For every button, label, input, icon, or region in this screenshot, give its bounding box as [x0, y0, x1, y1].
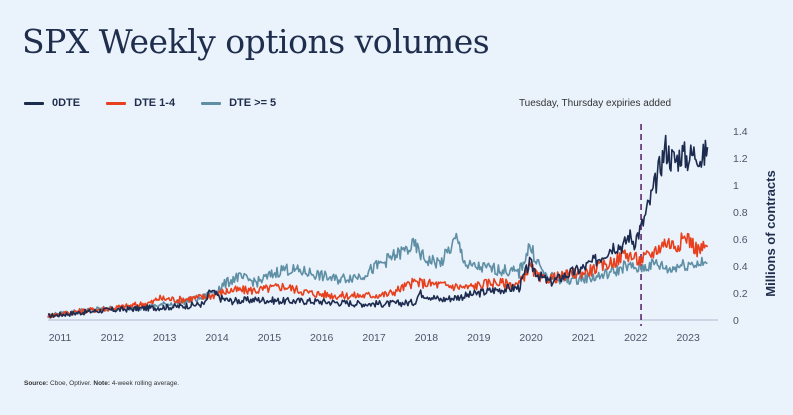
series-line-dte-5 — [47, 232, 708, 318]
x-tick-label: 2015 — [258, 332, 282, 344]
footnote-note-label: Note: — [93, 380, 110, 387]
annotation-text: Tuesday, Thursday expiries added — [519, 98, 671, 109]
x-tick-label: 2016 — [310, 332, 334, 344]
series-line-0dte — [47, 134, 709, 319]
footnote-source-text: Cboe, Optiver. — [50, 380, 92, 387]
x-tick-label: 2018 — [415, 332, 439, 344]
y-tick-label: 1 — [733, 180, 739, 192]
chart-title: SPX Weekly options volumes — [22, 22, 490, 61]
footnote-source-label: Source: — [24, 380, 49, 387]
x-tick-label: 2023 — [676, 332, 700, 344]
y-tick-label: 0.4 — [733, 261, 748, 273]
y-tick-label: 1.4 — [733, 126, 748, 138]
x-tick-label: 2020 — [519, 332, 543, 344]
legend-swatch-0dte — [24, 101, 44, 105]
legend-swatch-dte-1-4 — [106, 101, 127, 105]
y-axis-label: Millions of contracts — [763, 170, 778, 296]
footnote-note-text: 4-week rolling average. — [111, 380, 180, 387]
x-tick-label: 2022 — [624, 332, 648, 344]
legend-label-dte-5: DTE >= 5 — [229, 97, 277, 109]
x-tick-label: 2013 — [153, 332, 177, 344]
footnote: Source: Cboe, Optiver. Note: 4-week roll… — [24, 380, 179, 387]
series-line-dte-1-4 — [47, 232, 709, 319]
legend-label-dte-1-4: DTE 1-4 — [134, 97, 176, 109]
x-tick-label: 2017 — [362, 332, 386, 344]
x-tick-label: 2014 — [205, 332, 229, 344]
y-tick-label: 0.6 — [733, 234, 748, 246]
legend-label-0dte: 0DTE — [52, 97, 81, 109]
x-tick-label: 2011 — [49, 332, 72, 344]
y-tick-label: 0 — [733, 315, 739, 327]
x-tick-label: 2021 — [572, 332, 596, 344]
y-tick-label: 1.2 — [733, 153, 748, 165]
legend-item-dte-5: DTE >= 5 — [201, 97, 276, 109]
y-tick-label: 0.2 — [733, 288, 748, 300]
legend-item-dte-1-4: DTE 1-4 — [106, 97, 175, 109]
x-tick-label: 2012 — [101, 332, 125, 344]
legend-swatch-dte-5 — [201, 101, 222, 105]
chart-legend: 0DTE DTE 1-4 DTE >= 5 — [24, 97, 276, 109]
x-tick-label: 2019 — [467, 332, 491, 344]
y-tick-label: 0.8 — [733, 207, 748, 219]
legend-item-0dte: 0DTE — [24, 97, 80, 109]
